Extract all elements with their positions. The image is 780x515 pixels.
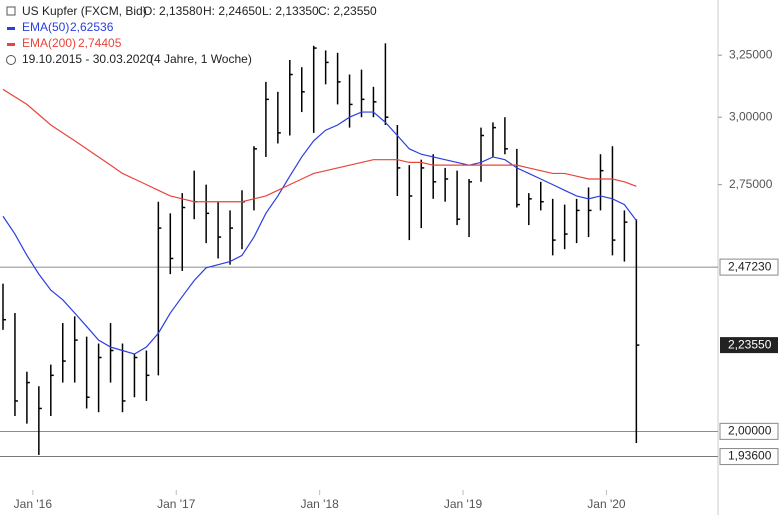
open: O: 2,13580 [143,4,203,18]
clock-icon [6,55,16,65]
legend-swatch [7,27,15,30]
low: L: 2,13350 [262,4,319,18]
last-price-box [720,337,778,354]
date-range: 19.10.2015 - 30.03.2020 [22,52,153,66]
y-tick-label: 2,75000 [729,177,773,191]
close: C: 2,23550 [318,4,377,18]
title: US Kupfer (FXCM, Bid) [22,4,147,18]
ema-line [2,111,637,355]
x-tick-label: Jan '17 [157,497,196,511]
level-label: 2,47230 [728,259,772,273]
level-label: 2,00000 [728,424,772,438]
legend-value: 2,74405 [78,36,122,50]
legend-label: EMA(200) [22,36,76,50]
y-tick-label: 3,00000 [729,109,773,123]
last-price-label: 2,23550 [728,337,772,351]
level-box [719,258,779,276]
legend-value: 2,62536 [70,20,114,34]
level-box [719,422,779,440]
legend-label: EMA(50) [22,20,69,34]
symbol-icon [6,6,16,16]
header: US Kupfer (FXCM, Bid) O: 2,13580 H: 2,24… [6,4,377,66]
level-label: 1,93600 [728,449,772,463]
ema-line [2,88,637,203]
x-tick-label: Jan '18 [300,497,339,511]
legend-swatch [7,43,15,46]
x-tick-label: Jan '16 [14,497,53,511]
level-box [719,448,779,466]
y-tick-label: 3,25000 [729,47,773,61]
x-tick-label: Jan '19 [444,497,483,511]
date-span: (4 Jahre, 1 Woche) [150,52,252,66]
x-tick-label: Jan '20 [587,497,626,511]
high: H: 2,24650 [203,4,262,18]
